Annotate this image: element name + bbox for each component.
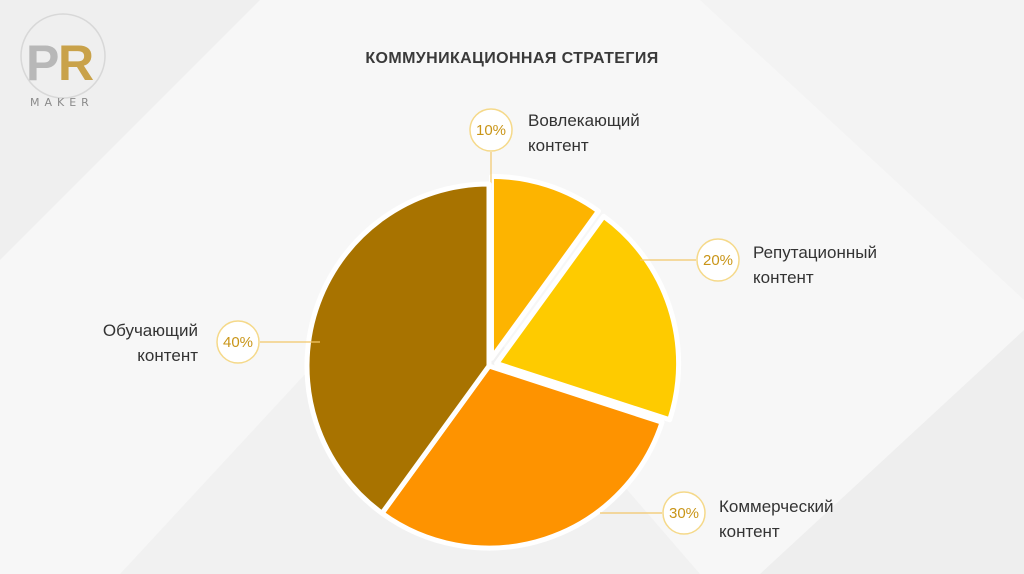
pr-maker-logo: P R [20,13,106,99]
slice-label-line1: Коммерческий [719,497,834,516]
slice-label-line1: Репутационный [753,243,877,262]
slice-label-line1: Обучающий [102,321,198,340]
percent-circle [216,320,260,364]
slice-label-line2: контент [528,136,589,155]
pie-slice [304,181,492,516]
pie-slice [494,213,682,423]
logo-wordmark: MAKER [30,96,94,109]
percent-label: 40% [223,334,253,351]
pie-slice [488,173,601,361]
svg-text:P: P [26,35,59,91]
percent-circle [696,238,740,282]
svg-text:R: R [58,35,94,91]
slice-label-line2: контент [137,346,198,365]
percent-circle [662,491,706,535]
slice-label-line2: контент [753,268,814,287]
pie-slice [379,363,665,551]
slice-label-line2: контент [719,522,780,541]
slice-label-line1: Вовлекающий [528,111,640,130]
percent-label: 20% [703,252,733,269]
percent-label: 10% [476,122,506,139]
slice-label: Обучающий контент [80,318,198,368]
percent-label: 30% [669,505,699,522]
page-title: КОММУНИКАЦИОННАЯ СТРАТЕГИЯ [365,50,659,67]
slice-label: Вовлекающий контент [528,108,640,158]
slice-label: Коммерческий контент [719,494,834,544]
percent-circle [469,108,513,152]
slice-label: Репутационный контент [753,240,877,290]
